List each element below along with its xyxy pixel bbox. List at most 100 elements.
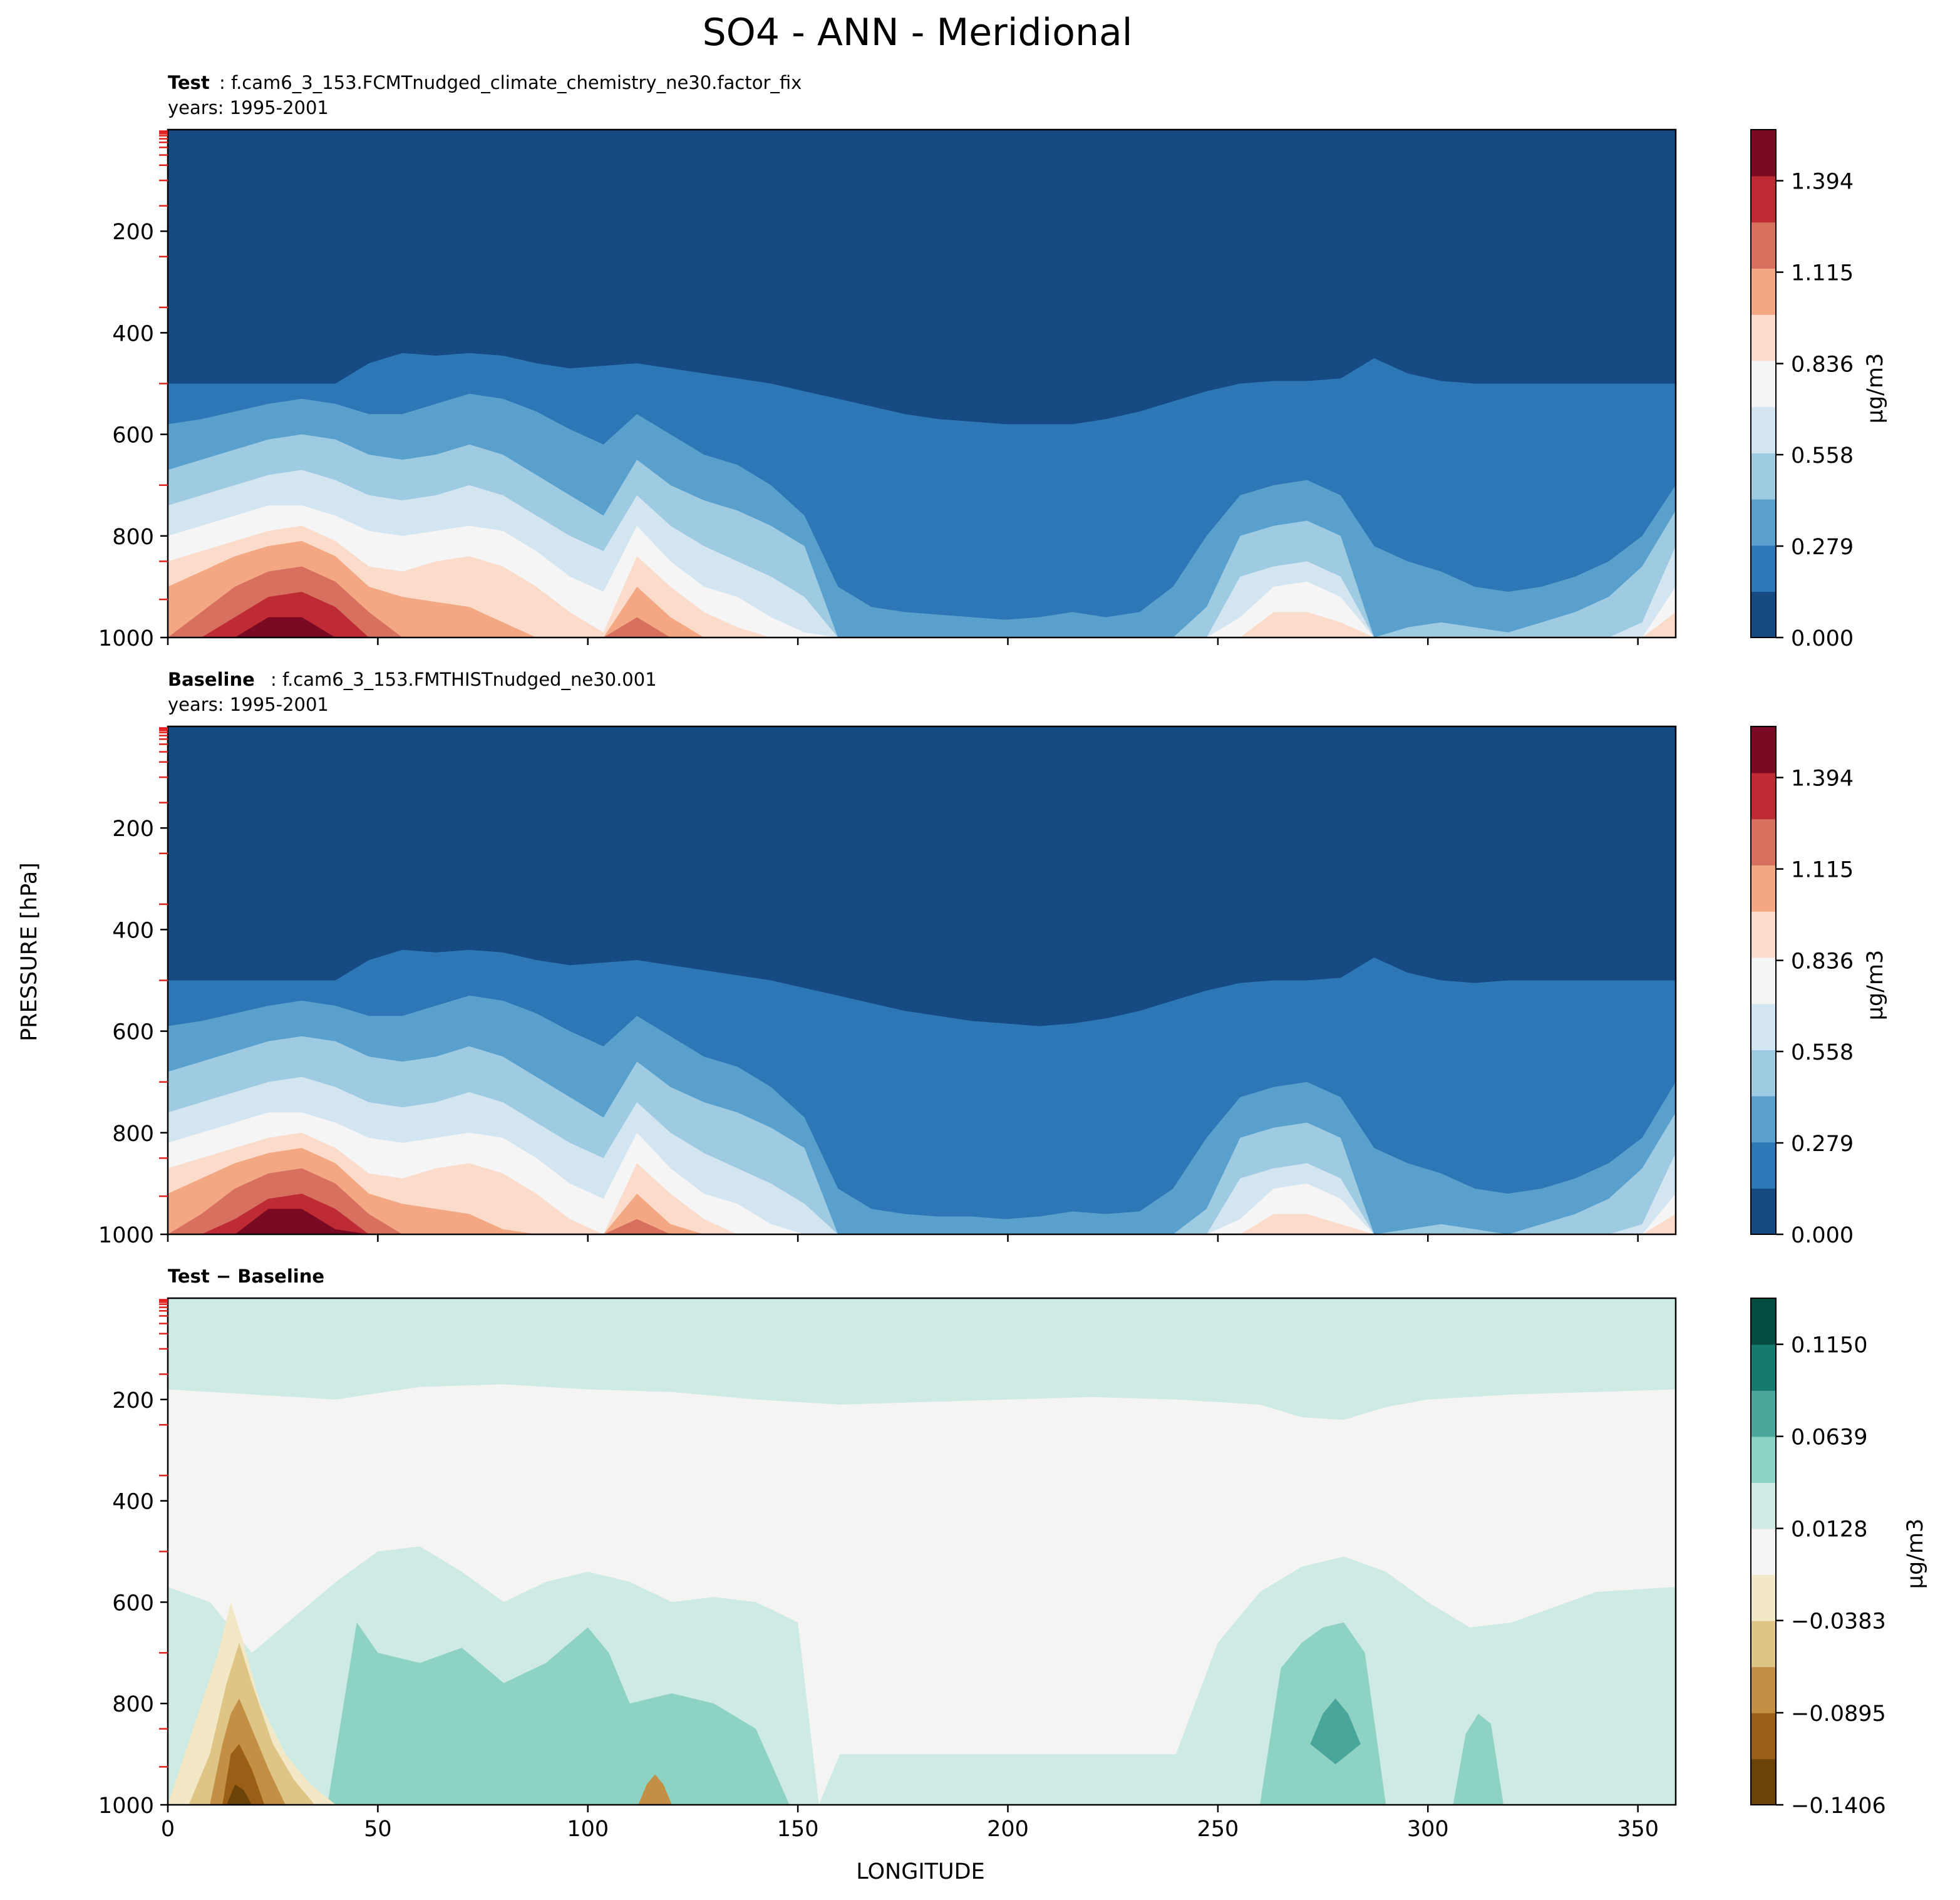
colorbar-swatch — [1751, 1758, 1776, 1805]
colorbar-swatch — [1751, 1620, 1776, 1668]
y-tick-label: 1000 — [98, 1794, 154, 1819]
contour-level-6 — [168, 525, 1676, 638]
x-tick-label: 100 — [567, 1817, 609, 1842]
colorbar-tick-label: 0.836 — [1791, 353, 1854, 378]
x-tick-label: 50 — [364, 1817, 392, 1842]
y-tick-label: 600 — [112, 423, 154, 448]
colorbar-swatch — [1751, 1390, 1776, 1437]
colorbar-swatch — [1751, 314, 1776, 361]
figure-title: SO4 - ANN - Meridional — [703, 11, 1133, 54]
colorbar-tick-label: 1.394 — [1791, 170, 1854, 195]
colorbar-swatch — [1751, 818, 1776, 865]
panel-baseline-colorbar-unit: μg/m3 — [1863, 950, 1888, 1021]
colorbar-swatch — [1751, 1003, 1776, 1050]
diff-positive-left — [327, 1622, 790, 1805]
y-tick-label: 800 — [112, 1692, 154, 1717]
colorbar-swatch — [1751, 1095, 1776, 1143]
colorbar-tick-label: −0.1406 — [1791, 1794, 1886, 1819]
panel-diff: Test − Baseline μg/m3 200 400 600 800 1000 0 5… — [98, 1266, 1928, 1842]
x-tick-label: 0 — [161, 1817, 175, 1842]
colorbar-frame-diff — [1750, 1298, 1777, 1805]
colorbar-swatch — [1751, 406, 1776, 453]
y-tick-label: 200 — [112, 817, 154, 842]
x-tick-label: 150 — [777, 1817, 819, 1842]
x-tick-label: 350 — [1617, 1817, 1659, 1842]
colorbar-swatch — [1751, 1298, 1776, 1345]
diff-negative-6 — [638, 1774, 672, 1805]
colorbar-swatch — [1751, 591, 1776, 638]
diff-band-upper — [168, 1298, 1676, 1420]
panel-diff-colorbar-unit: μg/m3 — [1903, 1519, 1928, 1589]
plot-area-diff — [168, 1298, 1676, 1805]
model-level-ticks-baseline — [159, 727, 168, 1197]
x-tick-label: 300 — [1407, 1817, 1449, 1842]
panel-test-label-case: : f.cam6_3_153.FCMTnudged_climate_chemis… — [219, 72, 802, 93]
colorbar-swatch — [1751, 453, 1776, 500]
y-tick-label: 200 — [112, 220, 154, 245]
colorbar-swatch — [1751, 1436, 1776, 1483]
colorbar-swatch — [1751, 130, 1776, 177]
x-tick-label: 200 — [987, 1817, 1029, 1842]
colorbar-swatch — [1751, 1712, 1776, 1760]
panel-test-colorbar-unit: μg/m3 — [1863, 353, 1888, 424]
colorbar-tick-label: 0.000 — [1791, 1223, 1854, 1248]
panel-test-label-bold: Test — [168, 72, 210, 93]
x-tick-label: 250 — [1197, 1817, 1239, 1842]
diff-negative-5 — [226, 1784, 252, 1805]
colorbar-swatch — [1751, 1188, 1776, 1235]
colorbar-swatch — [1751, 957, 1776, 1004]
diff-strong-right — [1310, 1698, 1361, 1765]
panel-test-years: years: 1995-2001 — [168, 97, 329, 118]
colorbar-swatch — [1751, 360, 1776, 408]
plot-area-baseline — [168, 726, 1676, 1234]
colorbar-swatch — [1751, 545, 1776, 592]
colorbar-swatch — [1751, 772, 1776, 820]
contour-level-6 — [168, 1132, 1676, 1234]
colorbar-tick-label: 0.279 — [1791, 535, 1854, 560]
colorbar-tick-label: 0.279 — [1791, 1132, 1854, 1157]
y-tick-label: 600 — [112, 1020, 154, 1045]
diff-positive-east — [1453, 1713, 1504, 1805]
colorbar-tick-label: −0.0895 — [1791, 1701, 1886, 1727]
colorbar-tick-label: 1.394 — [1791, 767, 1854, 792]
colorbar-swatch — [1751, 1482, 1776, 1529]
colorbar-swatch — [1751, 1528, 1776, 1576]
colorbar-tick-label: 0.558 — [1791, 443, 1854, 468]
y-tick-label: 1000 — [98, 626, 154, 651]
panel-baseline-label-bold: Baseline — [168, 669, 255, 690]
colorbar-swatch — [1751, 222, 1776, 269]
colorbar-tick-label: 0.1150 — [1791, 1333, 1867, 1358]
panel-diff-label-bold: Test − Baseline — [168, 1266, 324, 1287]
colorbar-tick-label: 0.000 — [1791, 626, 1854, 651]
colorbar-swatch — [1751, 1574, 1776, 1621]
colorbar-tick-label: 1.115 — [1791, 261, 1854, 286]
y-tick-label: 800 — [112, 1122, 154, 1147]
y-tick-label: 800 — [112, 525, 154, 550]
colorbar-swatch — [1751, 175, 1776, 223]
colorbar-tick-label: 0.836 — [1791, 949, 1854, 974]
panel-test: Test : f.cam6_3_153.FCMTnudged_climate_c… — [98, 72, 1888, 651]
y-tick-label: 400 — [112, 321, 154, 346]
colorbar-swatch — [1751, 268, 1776, 315]
panel-baseline: Baseline : f.cam6_3_153.FMTHISTnudged_ne… — [98, 669, 1888, 1248]
colorbar-swatch — [1751, 726, 1776, 773]
contour-level-10 — [168, 1209, 1676, 1234]
colorbar-swatch — [1751, 1666, 1776, 1713]
model-level-ticks-test — [159, 130, 168, 601]
y-axis-label: PRESSURE [hPa] — [17, 862, 42, 1041]
colorbar-frame-baseline — [1750, 726, 1777, 1235]
y-tick-label: 600 — [112, 1591, 154, 1616]
colorbar-swatch — [1751, 1050, 1776, 1097]
colorbar-frame-test — [1750, 129, 1777, 638]
colorbar-tick-label: 0.0639 — [1791, 1425, 1867, 1450]
colorbar-swatch — [1751, 1344, 1776, 1391]
y-tick-label: 1000 — [98, 1223, 154, 1248]
plot-area-test — [168, 130, 1676, 638]
colorbar-tick-label: 1.115 — [1791, 858, 1854, 883]
colorbar-swatch — [1751, 865, 1776, 912]
x-axis-label: LONGITUDE — [856, 1859, 985, 1884]
colorbar-swatch — [1751, 498, 1776, 546]
y-tick-label: 400 — [112, 918, 154, 943]
colorbar-swatch — [1751, 911, 1776, 958]
